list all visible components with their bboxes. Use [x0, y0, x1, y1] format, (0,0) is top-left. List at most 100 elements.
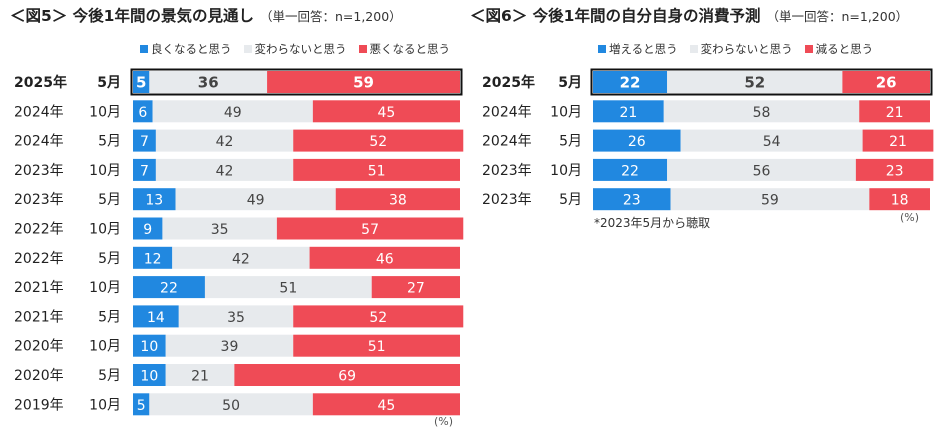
bar-segment	[309, 246, 460, 269]
category-month-label: 5月	[98, 309, 121, 325]
data-label: 45	[378, 398, 396, 414]
data-label: 22	[160, 281, 178, 297]
bar-segment	[172, 246, 310, 269]
bar-segment	[133, 71, 150, 93]
category-month-label: 5月	[559, 192, 582, 208]
data-label: 50	[222, 398, 240, 414]
data-label: 7	[140, 163, 149, 179]
bar-segment	[133, 276, 205, 299]
data-label: 5	[136, 74, 146, 92]
bar-segment	[155, 158, 294, 181]
legend-item: 減ると思う	[804, 41, 873, 57]
data-label: 59	[761, 193, 779, 209]
data-label: 49	[247, 193, 265, 209]
bar-segment	[859, 100, 930, 123]
category-month-label: 10月	[550, 163, 582, 179]
category-year-label: 2021年	[14, 309, 64, 325]
data-label: 42	[232, 251, 250, 267]
bar-segment	[593, 100, 664, 123]
data-label: 39	[221, 339, 239, 355]
category-year-label: 2024年	[14, 104, 64, 120]
data-label: 21	[619, 105, 637, 121]
data-label: 56	[753, 163, 771, 179]
category-year-label: 2022年	[14, 222, 64, 238]
data-label: 51	[368, 339, 386, 355]
data-label: 13	[145, 193, 163, 209]
bar-segment	[680, 129, 863, 152]
category-month-label: 10月	[89, 339, 121, 355]
data-label: 45	[378, 105, 396, 121]
bar-segment	[593, 158, 668, 181]
legend-swatch	[243, 45, 252, 53]
bar-segment	[293, 334, 460, 357]
category-year-label: 2020年	[14, 339, 64, 355]
bar-segment	[842, 71, 930, 93]
data-label: 26	[628, 134, 646, 150]
bar-segment	[165, 364, 235, 386]
category-year-label: 2024年	[14, 134, 64, 150]
bar-segment	[204, 276, 372, 299]
bar-segment	[663, 100, 860, 123]
bar-segment	[133, 217, 163, 240]
category-month-label: 10月	[89, 397, 121, 413]
bar-segment	[133, 334, 166, 357]
legend-item: 変わらないと思う	[243, 41, 347, 57]
category-year-label: 2020年	[14, 368, 64, 384]
data-label: 27	[407, 281, 425, 297]
unit-label: (%)	[900, 211, 920, 224]
data-label: 57	[361, 222, 379, 238]
data-label: 21	[886, 105, 904, 121]
highlight-frame	[590, 68, 933, 96]
sample-note: （単一回答：n=1,200）	[766, 9, 909, 24]
data-label: 51	[279, 281, 297, 297]
chart-title: ＜図5＞ 今後1年間の景気の見通し （単一回答：n=1,200）	[10, 7, 402, 25]
bar-segment	[155, 129, 294, 152]
category-month-label: 10月	[89, 104, 121, 120]
category-year-label: 2025年	[14, 74, 67, 91]
legend-item: 変わらないと思う	[689, 41, 793, 57]
category-year-label: 2023年	[482, 192, 532, 208]
bar-segment	[267, 71, 460, 93]
data-label: 51	[368, 163, 386, 179]
category-year-label: 2023年	[14, 192, 64, 208]
chart-economy-outlook: ＜図5＞ 今後1年間の景気の見通し （単一回答：n=1,200） 良くなると思う …	[10, 7, 464, 428]
sample-note: （単一回答：n=1,200）	[259, 9, 402, 24]
chart-plot: 2025年 5月 22 52 26 2024年 10月 21 58 21 2024年 5月 26 54 21…	[482, 68, 934, 211]
data-label: 6	[138, 105, 147, 121]
data-label: 52	[744, 74, 765, 92]
category-month-label: 5月	[97, 75, 121, 91]
bar-segment	[133, 158, 156, 181]
data-label: 36	[198, 74, 219, 92]
category-year-label: 2021年	[14, 280, 64, 296]
chart-legend: 増えると思う 変わらないと思う 減ると思う	[598, 41, 873, 57]
legend-swatch	[804, 45, 813, 53]
data-label: 23	[623, 193, 641, 209]
bar-segment	[152, 100, 313, 123]
data-label: 69	[338, 369, 356, 385]
chart-consumption-forecast: ＜図6＞ 今後1年間の自分自身の消費予測 （単一回答：n=1,200） 増えると思…	[470, 0, 934, 435]
data-label: 54	[763, 134, 781, 150]
data-label: 21	[191, 369, 209, 385]
footnote: *2023年5月から聴取	[594, 216, 711, 230]
category-month-label: 5月	[559, 134, 582, 150]
legend-item: 増えると思う	[598, 41, 678, 57]
bar-segment	[667, 71, 843, 93]
legend-swatch	[140, 45, 148, 53]
bar-segment	[869, 188, 930, 211]
category-month-label: 5月	[98, 192, 121, 208]
category-month-label: 5月	[98, 251, 121, 267]
data-label: 42	[216, 134, 234, 150]
legend-swatch	[598, 45, 606, 53]
bar-segment	[371, 276, 460, 299]
data-label: 22	[621, 163, 639, 179]
category-year-label: 2023年	[14, 163, 64, 179]
bar-segment	[178, 305, 294, 328]
data-label: 12	[144, 251, 162, 267]
data-label: 35	[227, 310, 245, 326]
category-month-label: 5月	[558, 75, 582, 91]
data-label: 58	[753, 105, 771, 121]
bar-segment	[855, 158, 934, 181]
category-month-label: 5月	[98, 368, 121, 384]
bar-segment	[165, 334, 294, 357]
category-month-label: 10月	[89, 280, 121, 296]
